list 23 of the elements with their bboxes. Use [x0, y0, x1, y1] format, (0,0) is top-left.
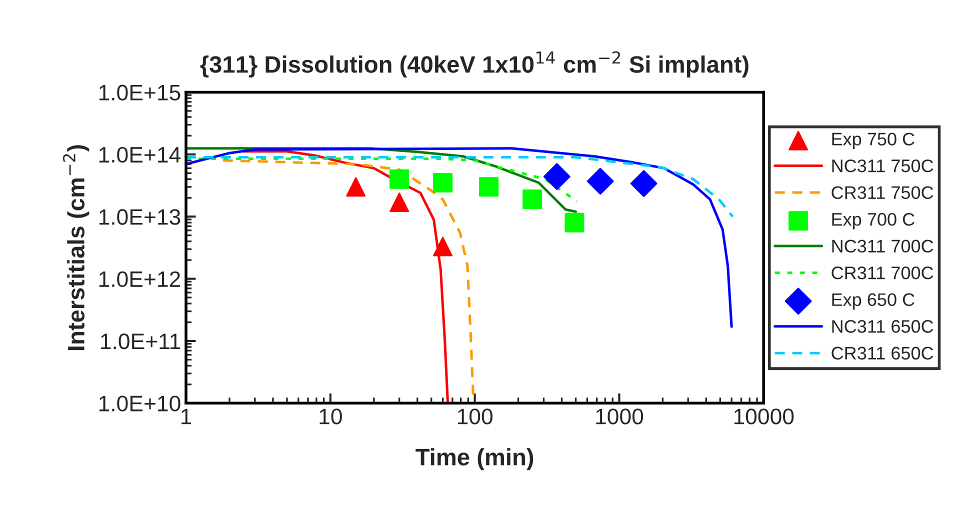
y-tick-label: 1.0E+10 — [99, 396, 180, 412]
x-tick-label: 10 — [320, 408, 342, 424]
x-tick-label: 1 — [182, 408, 192, 424]
legend-label: NC311 700C — [832, 240, 934, 253]
x-tick-label: 10000 — [734, 408, 794, 424]
x-tick-label: 100 — [458, 408, 492, 424]
legend-label: NC311 750C — [832, 159, 934, 172]
y-tick-label: 1.0E+14 — [99, 146, 180, 163]
y-axis-title: Interstitials (cm$^{−2}$) — [62, 145, 90, 350]
legend-label: Exp 650 C — [832, 293, 914, 310]
y-tick-label: 1.0E+15 — [99, 84, 180, 100]
legend-label: CR311 650C — [832, 346, 934, 360]
legend-label: Exp 750 C — [832, 132, 914, 150]
legend-label: Exp 700 C — [832, 212, 914, 230]
y-tick-label: 1.0E+12 — [99, 271, 180, 288]
y-tick-label: 1.0E+13 — [99, 209, 180, 225]
x-tick-label: 1000 — [596, 408, 644, 424]
chart-title: {311} Dissolution (40keV 1x10$^{14}$ cm$^{−2}$ Si implant) — [200, 51, 748, 78]
y-tick-label: 1.0E+11 — [101, 334, 180, 350]
legend-label: CR311 750C — [832, 186, 934, 200]
x-axis-title: Time (min) — [416, 448, 534, 470]
legend-label: CR311 700C — [832, 266, 934, 280]
legend-label: NC311 650C — [832, 320, 934, 333]
